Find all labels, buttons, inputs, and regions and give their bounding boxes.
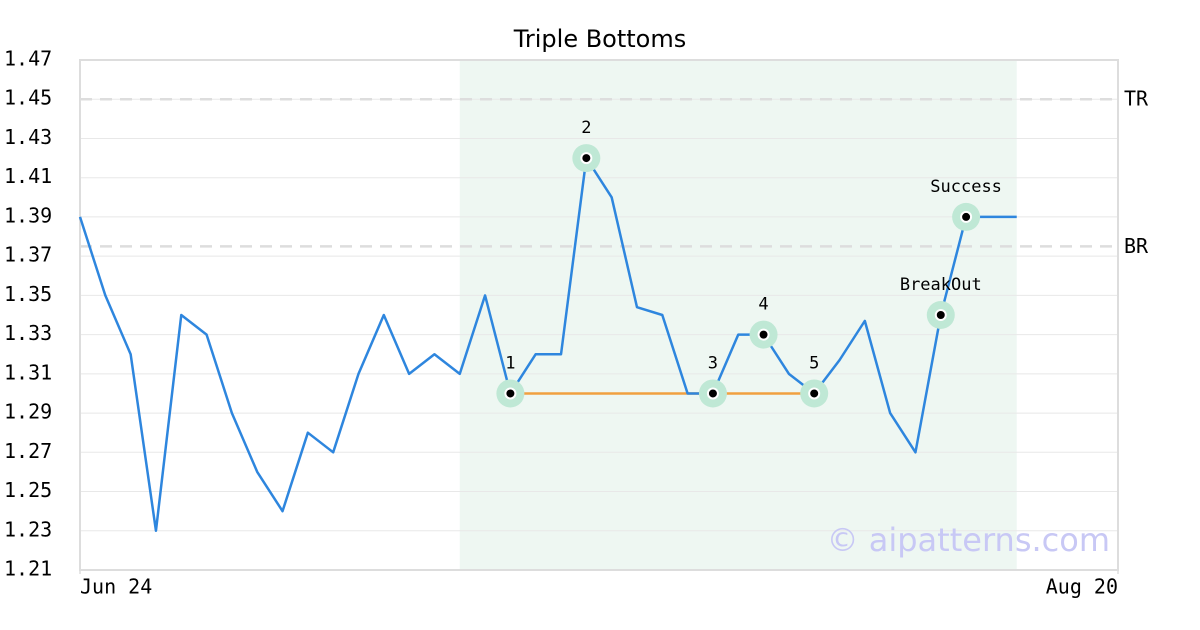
y-tick-label: 1.33: [4, 321, 52, 345]
y-tick-label: 1.31: [4, 360, 52, 384]
y-tick-label: 1.45: [4, 86, 52, 110]
y-tick-label: 1.39: [4, 203, 52, 227]
y-tick-label: 1.29: [4, 400, 52, 424]
annotation-point: [757, 328, 770, 341]
chart-title: Triple Bottoms: [513, 25, 687, 53]
reference-label: BR: [1124, 234, 1149, 258]
y-tick-label: 1.47: [4, 47, 52, 71]
x-tick-label: Jun 24: [80, 575, 152, 599]
annotation-point: [934, 309, 947, 321]
y-tick-label: 1.27: [4, 439, 52, 463]
annotation-label: Success: [930, 177, 1002, 197]
y-tick-label: 1.37: [4, 243, 52, 267]
watermark: © aipatterns.com: [827, 521, 1110, 559]
annotation-label: 5: [809, 353, 819, 373]
annotation-label: 1: [505, 353, 515, 373]
y-tick-label: 1.35: [4, 282, 52, 306]
y-tick-label: 1.23: [4, 517, 52, 541]
annotation-point: [808, 387, 821, 400]
annotation-point: [960, 210, 973, 223]
y-tick-label: 1.43: [4, 125, 52, 149]
annotation-point: [580, 152, 593, 165]
plot-frame: [79, 59, 1119, 571]
annotation-label: 3: [708, 353, 718, 373]
pattern-region: [459, 60, 1017, 570]
annotation-label: 4: [758, 295, 768, 315]
x-tick-label: Aug 20: [1046, 575, 1118, 599]
y-tick-label: 1.41: [4, 164, 52, 188]
reference-label: TR: [1124, 87, 1149, 111]
y-tick-label: 1.21: [4, 557, 52, 581]
annotation-point: [504, 387, 517, 400]
annotation-point: [706, 387, 719, 400]
annotation-label: BreakOut: [900, 275, 982, 295]
annotation-label: 2: [581, 118, 591, 138]
price-line: [78, 156, 1017, 533]
y-tick-label: 1.25: [4, 478, 52, 502]
